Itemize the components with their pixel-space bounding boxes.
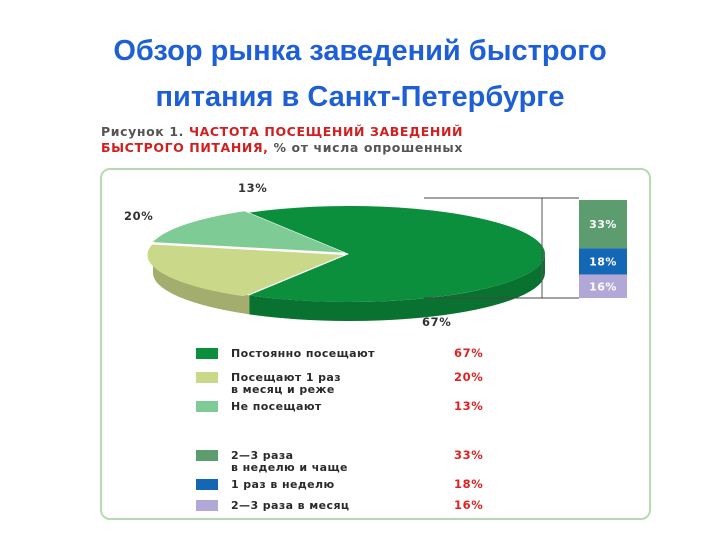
legend-value: 13%	[454, 399, 483, 413]
caption-title-line-1: ЧАСТОТА ПОСЕЩЕНИЙ ЗАВЕДЕНИЙ	[188, 124, 464, 139]
legend-label: Не посещают	[231, 400, 322, 413]
breakdown-value-label: 33%	[589, 218, 617, 231]
legend-value: 18%	[454, 477, 483, 491]
legend-label: Постоянно посещают	[231, 347, 375, 360]
legend-value: 33%	[454, 448, 483, 462]
slide-title: Обзор рынка заведений быстрого питания в…	[0, 28, 720, 120]
legend-value: 16%	[454, 498, 483, 512]
pie-slice	[152, 211, 345, 253]
pie-slice-side	[153, 254, 250, 315]
breakdown-bar-segment	[579, 248, 627, 275]
pie-value-label: 67%	[422, 315, 451, 329]
legend-swatch	[196, 401, 218, 412]
pie-slice-side	[249, 254, 545, 321]
caption-suffix: % от числа опрошенных	[273, 140, 463, 155]
breakdown-bar-segment	[579, 200, 627, 249]
pie-slice	[147, 244, 344, 297]
pie-value-label: 13%	[238, 181, 267, 195]
chart-frame: 67% 20% 13% 33% 18% 16% Постоянно посещают 67% П…	[100, 168, 651, 520]
caption-prefix: Рисунок 1.	[101, 124, 184, 139]
legend-label-line-2: в месяц и реже	[231, 383, 335, 396]
legend-swatch	[196, 348, 218, 359]
pie-chart: 67% 20% 13% 33% 18% 16% Постоянно посещают 67% П…	[124, 181, 627, 512]
slide-title-line-1: Обзор рынка заведений быстрого	[113, 35, 607, 67]
caption-title-line-2: БЫСТРОГО ПИТАНИЯ,	[101, 140, 269, 155]
legend-label: 2—3 раза в месяц	[231, 499, 349, 512]
breakdown-value-label: 18%	[589, 255, 617, 268]
figure-caption: Рисунок 1. ЧАСТОТА ПОСЕЩЕНИЙ ЗАВЕДЕНИЙ Б…	[101, 124, 621, 156]
legend-label: 1 раз в неделю	[231, 478, 335, 491]
legend-label-line-1: Посещают 1 раз	[231, 371, 341, 384]
legend-swatch	[196, 500, 218, 511]
breakdown-value-label: 16%	[589, 280, 617, 293]
legend-value: 20%	[454, 370, 483, 384]
legend-swatch	[196, 450, 218, 461]
legend-label-line-2: в неделю и чаще	[231, 461, 348, 474]
pie-value-label: 20%	[124, 209, 153, 223]
legend-value: 67%	[454, 346, 483, 360]
pie-slice	[249, 206, 545, 302]
legend-swatch	[196, 372, 218, 383]
breakdown-bar-segment	[579, 274, 627, 298]
legend-swatch	[196, 479, 218, 490]
legend-label-line-1: 2—3 раза	[231, 449, 293, 462]
slide-title-line-2: питания в Санкт-Петербурге	[155, 81, 565, 113]
